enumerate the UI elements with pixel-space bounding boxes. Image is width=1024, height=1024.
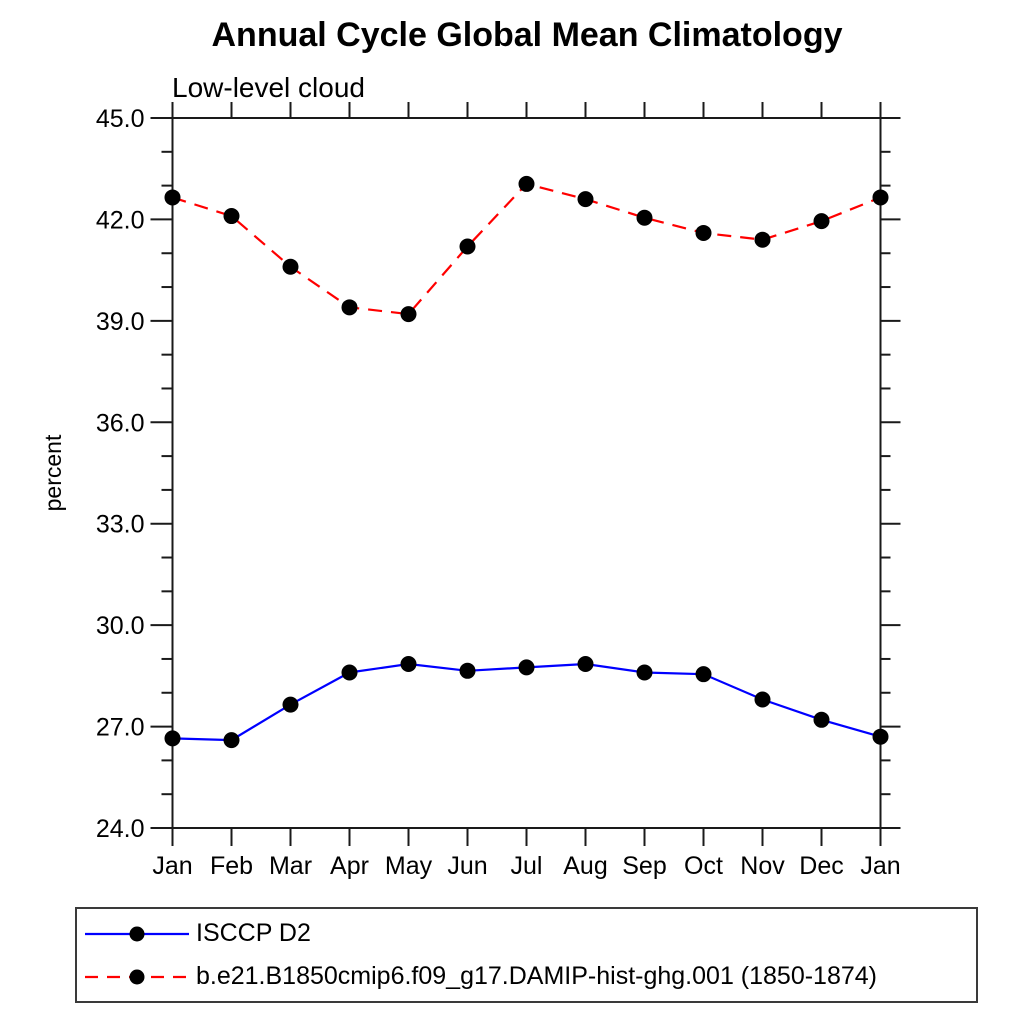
data-point-marker <box>459 238 476 255</box>
data-point-marker <box>813 711 830 728</box>
data-point-marker <box>341 299 358 316</box>
legend-item-isccp-d2: ISCCP D2 <box>83 919 972 948</box>
y-tick-label: 30.0 <box>96 612 145 640</box>
y-tick-label: 36.0 <box>96 409 145 437</box>
x-tick-label: Aug <box>563 852 607 880</box>
x-tick-label: Jan <box>860 852 900 880</box>
x-tick-label: Oct <box>684 852 723 880</box>
data-point-marker <box>577 656 594 673</box>
x-tick-label: Sep <box>622 852 666 880</box>
data-point-marker <box>872 189 889 206</box>
plot-frame <box>171 117 882 829</box>
data-point-marker <box>164 730 181 747</box>
data-point-marker <box>813 213 830 230</box>
legend-item-model-run: b.e21.B1850cmip6.f09_g17.DAMIP-hist-ghg.… <box>83 962 972 991</box>
x-tick-label: Mar <box>269 852 312 880</box>
chart-subtitle: Low-level cloud <box>172 72 365 103</box>
legend-sample-marker <box>129 969 145 984</box>
data-point-marker <box>459 662 476 679</box>
y-tick-label: 42.0 <box>96 206 145 234</box>
data-point-marker <box>223 732 240 749</box>
data-point-marker <box>223 208 240 225</box>
legend-label: ISCCP D2 <box>196 919 311 947</box>
data-point-marker <box>872 728 889 745</box>
data-point-marker <box>400 656 417 673</box>
y-tick-label: 24.0 <box>96 815 145 843</box>
y-tick-label: 27.0 <box>96 714 145 742</box>
x-tick-label: Dec <box>799 852 843 880</box>
data-point-marker <box>282 696 299 713</box>
x-tick-label: Nov <box>740 852 785 880</box>
legend-line-sample-solid <box>85 926 189 941</box>
legend-sample-marker <box>129 926 145 941</box>
data-point-marker <box>754 231 771 248</box>
chart-title: Annual Cycle Global Mean Climatology <box>211 16 843 54</box>
x-tick-label: Jul <box>511 852 543 880</box>
y-tick-label: 45.0 <box>96 105 145 133</box>
data-point-marker <box>754 691 771 708</box>
x-tick-label: Jun <box>447 852 487 880</box>
legend-label: b.e21.B1850cmip6.f09_g17.DAMIP-hist-ghg.… <box>196 962 877 990</box>
y-tick-label: 39.0 <box>96 308 145 336</box>
data-point-marker <box>695 666 712 683</box>
data-point-marker <box>577 191 594 208</box>
x-tick-label: Apr <box>330 852 369 880</box>
x-tick-label: Feb <box>210 852 253 880</box>
data-point-marker <box>636 209 653 226</box>
x-tick-label: May <box>385 852 433 880</box>
y-tick-label: 33.0 <box>96 511 145 539</box>
data-point-marker <box>282 258 299 275</box>
data-point-marker <box>164 189 181 206</box>
series-line-1 <box>172 182 881 316</box>
legend: ISCCP D2 b.e21.B1850cmip6.f09_g17.DAMIP-… <box>75 907 978 1003</box>
data-point-marker <box>341 664 358 681</box>
data-point-marker <box>518 175 535 192</box>
series-line-0 <box>172 662 881 742</box>
x-tick-label: Jan <box>152 852 192 880</box>
legend-line-sample-dashed <box>85 969 189 984</box>
data-point-marker <box>695 224 712 241</box>
data-point-marker <box>518 659 535 676</box>
data-point-marker <box>636 664 653 681</box>
data-point-marker <box>400 306 417 323</box>
